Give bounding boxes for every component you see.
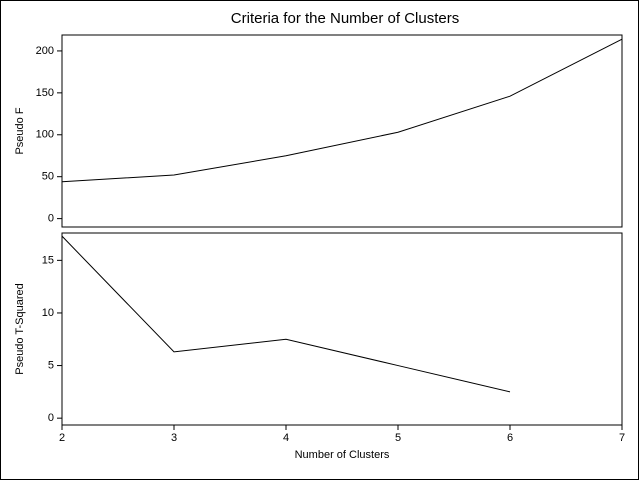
y-tick-label: 50 bbox=[42, 171, 54, 183]
y-tick-label: 100 bbox=[36, 129, 54, 141]
y-tick-label: 15 bbox=[42, 254, 54, 266]
plot-area bbox=[61, 34, 623, 228]
line bbox=[61, 38, 623, 183]
y-axis-label: Pseudo T-Squared bbox=[14, 283, 26, 375]
x-tick-label: 3 bbox=[171, 432, 177, 444]
x-axis-label: Number of Clusters bbox=[295, 449, 390, 461]
x-tick-label: 7 bbox=[619, 432, 625, 444]
y-tick-label: 5 bbox=[48, 359, 54, 371]
x-tick-label: 6 bbox=[507, 432, 513, 444]
y-tick-label: 0 bbox=[48, 213, 54, 225]
y-tick-label: 200 bbox=[36, 45, 54, 57]
y-tick-label: 10 bbox=[42, 307, 54, 319]
y-tick-label: 0 bbox=[48, 412, 54, 424]
x-tick-label: 5 bbox=[395, 432, 401, 444]
line bbox=[61, 235, 511, 393]
y-axis-label: Pseudo F bbox=[14, 107, 26, 154]
chart-title: Criteria for the Number of Clusters bbox=[231, 10, 459, 27]
x-tick-label: 2 bbox=[59, 432, 65, 444]
y-tick-label: 150 bbox=[36, 87, 54, 99]
plot-area bbox=[61, 232, 623, 426]
x-tick-label: 4 bbox=[283, 432, 289, 444]
